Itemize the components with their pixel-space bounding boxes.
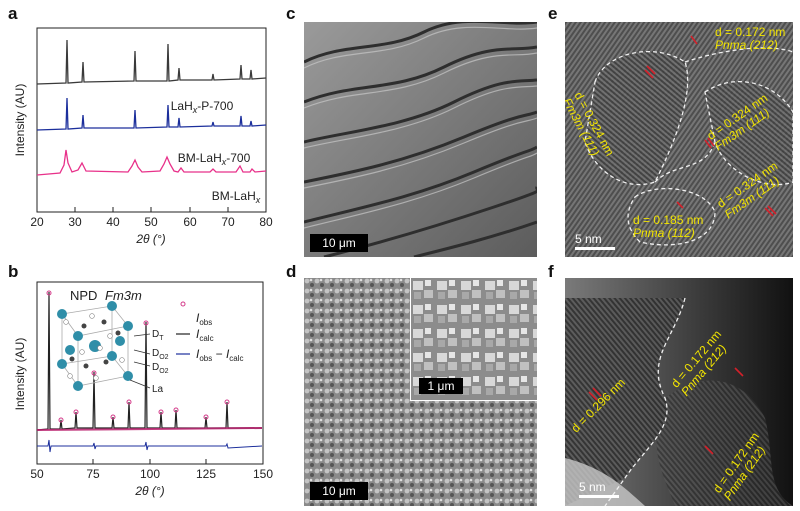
annotation-e-1: d = 0.172 nm Pnma (212) [715, 25, 786, 52]
xrd-series-label-lahx-p-700: LaHx-P-700 [171, 99, 234, 115]
npd-ylabel: Intensity (AU) [13, 338, 27, 411]
npd-xtick: 125 [196, 467, 216, 481]
xrd-trace-bm-lahx [36, 149, 267, 176]
npd-xtick: 100 [140, 467, 160, 481]
panel-label-f: f [548, 262, 554, 281]
atom-label-do2: DO2 [152, 348, 169, 361]
scalebar-c: 10 μm [310, 234, 368, 252]
npd-calc-trace [36, 291, 262, 431]
legend-obs: Iobs [196, 311, 212, 327]
xrd-trace-bm-lahx-700 [36, 97, 267, 131]
xrd-xtick: 70 [221, 215, 235, 229]
sem-inset-zoom: 1 μm [410, 278, 537, 401]
atom-label-dt: DT [152, 329, 164, 342]
xrd-series-label-bm-lahx-700: BM-LaHx-700 [178, 151, 251, 167]
hrtem-image-e: d = 0.172 nm Pnma (212) d = 0.324 nm Fm3m … [565, 22, 793, 257]
npd-legend: Iobs Icalc Iobs − Icalc [176, 301, 244, 363]
npd-obs-points [46, 290, 230, 423]
npd-space-group: Fm3m [105, 288, 142, 303]
atom-label-do2: DO2 [152, 362, 169, 375]
xrd-xtick: 40 [106, 215, 120, 229]
scalebar-d: 10 μm [310, 482, 368, 500]
sem-image-particles: 1 μm 10 μm [304, 278, 537, 506]
npd-xlabel: 2θ (°) [134, 484, 164, 498]
panel-label-d: d [286, 262, 297, 281]
annotation-e-5: d = 0.185 nm Pnma (112) [633, 213, 704, 240]
xrd-chart: 20 30 40 50 60 70 80 2θ (°) Intensity (A… [13, 27, 273, 246]
npd-inset-title: NPD [70, 288, 97, 303]
scalebar-e: 5 nm [575, 232, 615, 250]
xrd-xtick: 80 [259, 215, 273, 229]
atom-label-la: La [152, 384, 164, 395]
xrd-xtick: 20 [30, 215, 44, 229]
xrd-xtick: 60 [183, 215, 197, 229]
scalebar-f: 5 nm [579, 480, 619, 498]
npd-xtick: 75 [86, 467, 100, 481]
panel-label-c: c [286, 4, 296, 23]
xrd-xtick: 50 [144, 215, 158, 229]
legend-diff: Iobs − Icalc [196, 347, 244, 363]
panel-label-a: a [8, 4, 18, 23]
scalebar-d-inset: 1 μm [419, 378, 463, 394]
panel-label-b: b [8, 262, 19, 281]
legend-calc: Icalc [196, 327, 214, 343]
xrd-trace-lahx-p-700 [36, 39, 267, 85]
npd-xtick: 50 [30, 467, 44, 481]
xrd-series-label-bm-lahx: BM-LaHx [212, 189, 261, 205]
panel-label-e: e [548, 4, 558, 23]
npd-xtick: 150 [253, 467, 273, 481]
xrd-xlabel: 2θ (°) [135, 232, 165, 246]
xrd-ylabel: Intensity (AU) [13, 84, 27, 157]
crystal-structure-inset [57, 301, 151, 391]
hrtem-image-f: d = 0.296 nm d = 0.172 nm Pnma (212) d = … [565, 278, 793, 506]
sem-image-layered: 10 μm [304, 22, 537, 257]
xrd-xtick: 30 [68, 215, 82, 229]
npd-chart: 50 75 100 125 150 2θ (°) Intensity (AU) [13, 281, 273, 498]
npd-diff-trace [37, 439, 263, 453]
